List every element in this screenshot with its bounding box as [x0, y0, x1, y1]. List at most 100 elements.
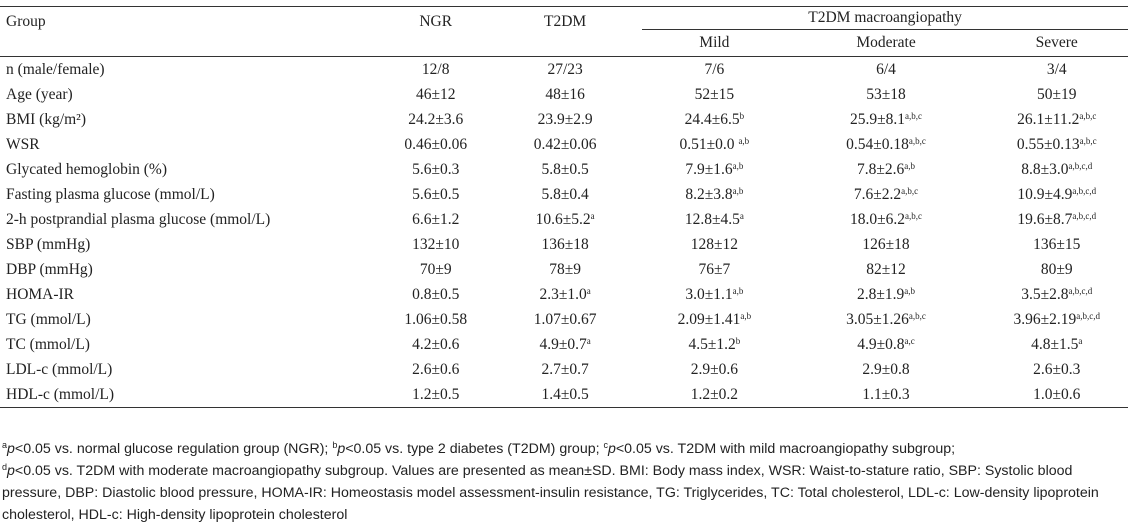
cell-value: 0.55±0.13: [1016, 136, 1080, 153]
table-cell: 76±7: [642, 257, 786, 282]
footnote-marker-c: c: [603, 440, 608, 450]
cell-value: 5.6±0.5: [412, 186, 460, 203]
row-label: Glycated hemoglobin (%): [6, 161, 167, 178]
table-cell: 78±9: [488, 257, 642, 282]
cell-value: 6/4: [876, 61, 896, 78]
table-row: LDL-c (mmol/L) 2.6±0.6 2.7±0.7 2.9±0.6 2.9±0…: [0, 357, 1128, 382]
row-label: Fasting plasma glucose (mmol/L): [6, 186, 215, 203]
cell-value: 126±18: [862, 236, 910, 253]
cell-value: 80±9: [1040, 261, 1073, 278]
table-cell: 23.9±2.9: [488, 107, 642, 132]
table-cell: 126±18: [787, 232, 986, 257]
table-cell: 12/8: [383, 56, 489, 82]
significance-marker: b: [739, 111, 745, 121]
table-cell: 7/6: [642, 56, 787, 82]
p-symbol: p: [7, 463, 15, 479]
table-cell: 5.6±0.5: [383, 182, 488, 207]
table-cell: 0.8±0.5: [383, 282, 488, 307]
cell-value: 2.9±0.6: [690, 361, 738, 378]
cell-value: 3/4: [1046, 61, 1067, 78]
cell-value: 3.5±2.8: [1021, 286, 1069, 303]
cell-value: 6.6±1.2: [412, 211, 460, 228]
cell-value: 1.4±0.5: [541, 386, 589, 403]
table-row: SBP (mmHg) 132±10 136±18 128±12 126±18 136±15: [0, 232, 1128, 257]
significance-marker: a: [739, 211, 744, 221]
row-label: HDL-c (mmol/L): [0, 382, 384, 408]
cell-value: 4.2±0.6: [412, 336, 460, 353]
footnote-marker-b: b: [332, 440, 338, 450]
cell-value: 82±12: [866, 261, 906, 278]
table-cell: 70±9: [383, 257, 488, 282]
significance-marker: a,b,c,d: [1072, 211, 1097, 221]
table-cell: 1.06±0.58: [383, 307, 488, 332]
cell-value: 8.8±3.0: [1021, 161, 1069, 178]
cell-value: 5.6±0.3: [412, 161, 460, 178]
table-cell: 3/4: [985, 56, 1128, 82]
cell-value: 26.1±11.2: [1017, 111, 1080, 128]
cell-value: 136±15: [1033, 236, 1081, 253]
cell-value: 48±16: [545, 86, 585, 103]
table-cell: 4.9±0.8a,c: [787, 332, 986, 357]
table-cell: 4.9±0.7a: [488, 332, 642, 357]
col-header-t2dm: T2DM: [488, 6, 643, 57]
cell-value: 4.9±0.8: [857, 336, 905, 353]
cell-value: 0.54±0.18: [846, 136, 909, 153]
significance-marker: a,b,c: [908, 311, 926, 321]
col-header-severe: Severe: [1035, 34, 1078, 51]
table-cell: 4.5±1.2b: [642, 332, 786, 357]
significance-marker: a: [586, 336, 591, 346]
cell-value: 53±18: [866, 86, 906, 103]
cell-value: 8.2±3.8: [685, 186, 733, 203]
cell-value: 1.2±0.5: [412, 386, 460, 403]
significance-marker: a,b: [738, 136, 750, 146]
footnote-c-text: <0.05 vs. T2DM with mild macroangiopathy…: [615, 441, 956, 457]
significance-marker: a,b: [904, 161, 916, 171]
p-symbol: p: [7, 441, 15, 457]
table-cell: 26.1±11.2a,b,c: [985, 107, 1128, 132]
cell-value: 0.46±0.06: [404, 136, 468, 153]
footnote-marker-d: d: [2, 462, 8, 472]
table-cell: 4.2±0.6: [383, 332, 488, 357]
cell-value: 128±12: [690, 236, 738, 253]
table-cell: 1.07±0.67: [488, 307, 642, 332]
table-cell: 18.0±6.2a,b,c: [787, 207, 986, 232]
row-label: DBP (mmHg): [6, 261, 93, 278]
table-cell: 132±10: [383, 232, 488, 257]
cell-value: 2.3±1.0: [539, 286, 587, 303]
cell-value: 27/23: [547, 61, 583, 78]
table-cell: 5.8±0.5: [488, 157, 642, 182]
footnote-d-text: <0.05 vs. T2DM with moderate macroangiop…: [2, 463, 1099, 523]
table-cell: 1.0±0.6: [985, 382, 1128, 408]
table-cell: 53±18: [787, 82, 986, 107]
table-cell: 0.46±0.06: [383, 132, 488, 157]
row-label: Age (year): [6, 86, 73, 103]
cell-value: 46±12: [415, 86, 456, 103]
cell-value: 1.1±0.3: [862, 386, 910, 403]
table-cell: 0.55±0.13a,b,c: [985, 132, 1128, 157]
table-cell: 136±15: [985, 232, 1128, 257]
cell-value: 2.8±1.9: [857, 286, 905, 303]
table-cell: 8.8±3.0a,b,c,d: [985, 157, 1128, 182]
table-cell: 80±9: [985, 257, 1128, 282]
cell-value: 132±10: [412, 236, 460, 253]
table-row: Glycated hemoglobin (%) 5.6±0.3 5.8±0.5 7.9…: [0, 157, 1128, 182]
row-label: HOMA-IR: [6, 286, 75, 303]
cell-value: 2.6±0.6: [412, 361, 460, 378]
col-header-macroangiopathy: T2DM macroangiopathy: [642, 6, 1128, 30]
footnote-b-text: <0.05 vs. type 2 diabetes (T2DM) group;: [345, 441, 604, 457]
significance-marker: a: [586, 286, 591, 296]
cell-value: 4.8±1.5: [1031, 336, 1079, 353]
table-cell: 5.8±0.4: [488, 182, 642, 207]
significance-marker: a,b,c: [905, 111, 923, 121]
significance-marker: a,c: [904, 336, 915, 346]
cell-value: 7.8±2.6: [857, 161, 905, 178]
table-cell: 0.42±0.06: [488, 132, 642, 157]
table-cell: 5.6±0.3: [383, 157, 488, 182]
table-cell: 48±16: [488, 82, 642, 107]
cell-value: 25.9±8.1: [850, 111, 906, 128]
cell-value: 52±15: [694, 86, 735, 103]
cell-value: 10.6±5.2: [535, 211, 591, 228]
significance-marker: a,b,c,d: [1068, 286, 1093, 296]
cell-value: 3.96±2.19: [1013, 311, 1077, 328]
cell-value: 5.8±0.4: [541, 186, 589, 203]
